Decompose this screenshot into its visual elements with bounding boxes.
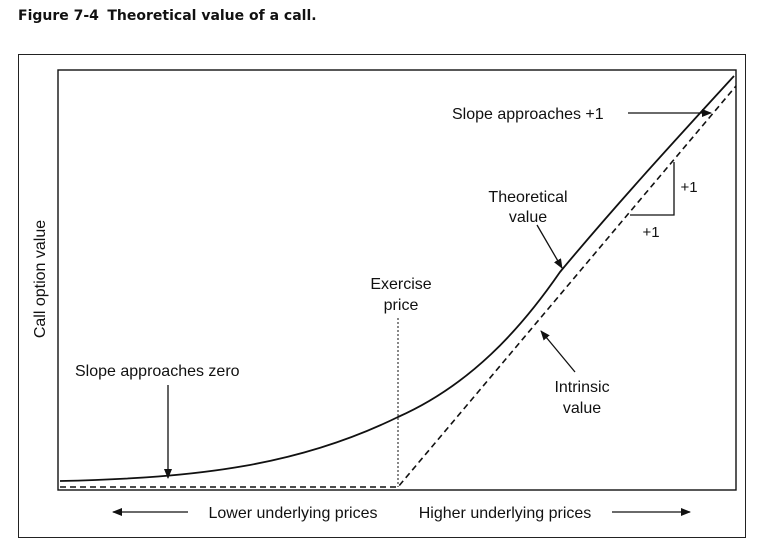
figure-title: Theoretical value of a call. (107, 8, 317, 24)
figure-number: Figure 7-4 (18, 8, 99, 24)
theoretical-label-line2: value (509, 209, 547, 226)
slope-triangle (630, 162, 675, 216)
intrinsic-label-line2: value (563, 400, 601, 417)
theoretical-label-line1: Theoretical (488, 189, 567, 206)
exercise-label-line2: price (384, 297, 419, 314)
theoretical-arrow (536, 224, 563, 269)
x-axis-right-label: Higher underlying prices (419, 505, 592, 522)
figure-caption: Figure 7-4 Theoretical value of a call. (18, 8, 317, 24)
y-axis-label: Call option value (32, 220, 49, 338)
exercise-label-line1: Exercise (370, 276, 431, 293)
figure-frame (18, 54, 746, 538)
intrinsic-label-line1: Intrinsic (554, 379, 609, 396)
theoretical-value-curve (59, 75, 735, 482)
x-axis-left-label: Lower underlying prices (209, 505, 378, 522)
slope-top-label: Slope approaches +1 (452, 106, 604, 123)
rise-label: +1 (680, 179, 697, 196)
plot-area (57, 69, 737, 491)
run-label: +1 (642, 224, 659, 241)
slope-zero-label: Slope approaches zero (75, 363, 240, 380)
intrinsic-value-line (60, 85, 737, 488)
intrinsic-arrow (540, 330, 576, 373)
